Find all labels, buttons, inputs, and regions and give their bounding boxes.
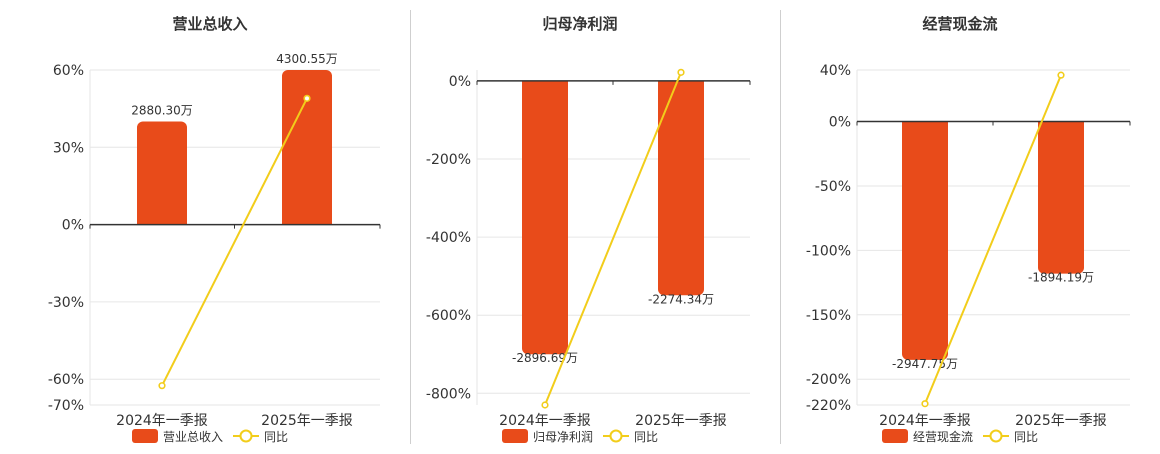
y-tick-label: -30% <box>48 295 84 311</box>
bar <box>1038 121 1084 274</box>
y-tick-label: -600% <box>426 308 471 324</box>
bar <box>522 80 568 355</box>
legend-bar-label: 归母净利润 <box>533 430 593 444</box>
chart-title: 经营现金流 <box>922 15 997 33</box>
y-tick-label: -60% <box>48 372 84 388</box>
y-tick-label: -70% <box>48 398 84 414</box>
y-tick-label: -400% <box>426 230 471 246</box>
chart-title: 归母净利润 <box>542 15 617 33</box>
x-tick-label: 2024年一季报 <box>879 413 971 429</box>
bar-value-label: 4300.55万 <box>276 52 338 66</box>
x-tick-label: 2025年一季报 <box>261 413 353 429</box>
bar-base <box>902 121 948 130</box>
bar-base <box>282 216 332 225</box>
y-tick-label: 0% <box>62 218 84 234</box>
legend-line-label: 同比 <box>1014 430 1038 444</box>
legend-bar-swatch <box>882 429 908 443</box>
legend-line-label: 同比 <box>264 430 288 444</box>
x-tick-label: 2024年一季报 <box>499 413 591 429</box>
bar-base <box>522 80 568 89</box>
y-tick-label: 0% <box>449 74 471 90</box>
yoy-line <box>924 74 1062 405</box>
yoy-point <box>921 400 929 408</box>
y-tick-label: 60% <box>53 63 84 79</box>
legend-bar-label: 经营现金流 <box>913 429 973 444</box>
yoy-line <box>544 71 682 406</box>
bar-value-label: -2896.69万 <box>512 351 578 365</box>
bar <box>282 70 332 225</box>
legend-bar-label: 营业总收入 <box>163 430 223 444</box>
y-tick-label: -200% <box>426 152 471 168</box>
bar-value-label: -2947.75万 <box>892 357 958 371</box>
x-tick-label: 2025年一季报 <box>635 413 727 429</box>
y-tick-label: 0% <box>829 115 851 131</box>
chart-title: 营业总收入 <box>172 15 247 33</box>
legend-line-label: 同比 <box>634 430 658 444</box>
x-tick-label: 2025年一季报 <box>1015 413 1107 429</box>
bar-value-label: -2274.34万 <box>648 292 714 306</box>
legend-line-marker <box>239 429 253 443</box>
legend-bar-swatch <box>132 429 158 443</box>
yoy-point <box>677 68 685 76</box>
bar <box>902 121 948 360</box>
bar-base <box>658 80 704 89</box>
bar-value-label: 2880.30万 <box>131 104 193 118</box>
bar-base <box>137 216 187 225</box>
x-tick-label: 2024年一季报 <box>116 413 208 429</box>
yoy-point <box>1057 71 1065 79</box>
y-tick-label: -220% <box>806 398 851 414</box>
y-tick-label: -150% <box>806 308 851 324</box>
yoy-line <box>161 97 308 387</box>
legend-bar-swatch <box>502 429 528 443</box>
legend-line-marker <box>989 429 1003 443</box>
y-tick-label: 30% <box>53 140 84 156</box>
yoy-point <box>303 94 311 102</box>
bar-base <box>1038 121 1084 130</box>
legend-line-marker <box>609 429 623 443</box>
yoy-point <box>158 382 166 390</box>
bar-value-label: -1894.19万 <box>1028 271 1094 285</box>
bar <box>658 80 704 296</box>
y-tick-label: -50% <box>815 179 851 195</box>
y-tick-label: 40% <box>820 63 851 79</box>
y-tick-label: -100% <box>806 243 851 259</box>
bar <box>137 121 187 225</box>
y-tick-label: -800% <box>426 386 471 402</box>
y-tick-label: -200% <box>806 372 851 388</box>
yoy-point <box>541 401 549 409</box>
